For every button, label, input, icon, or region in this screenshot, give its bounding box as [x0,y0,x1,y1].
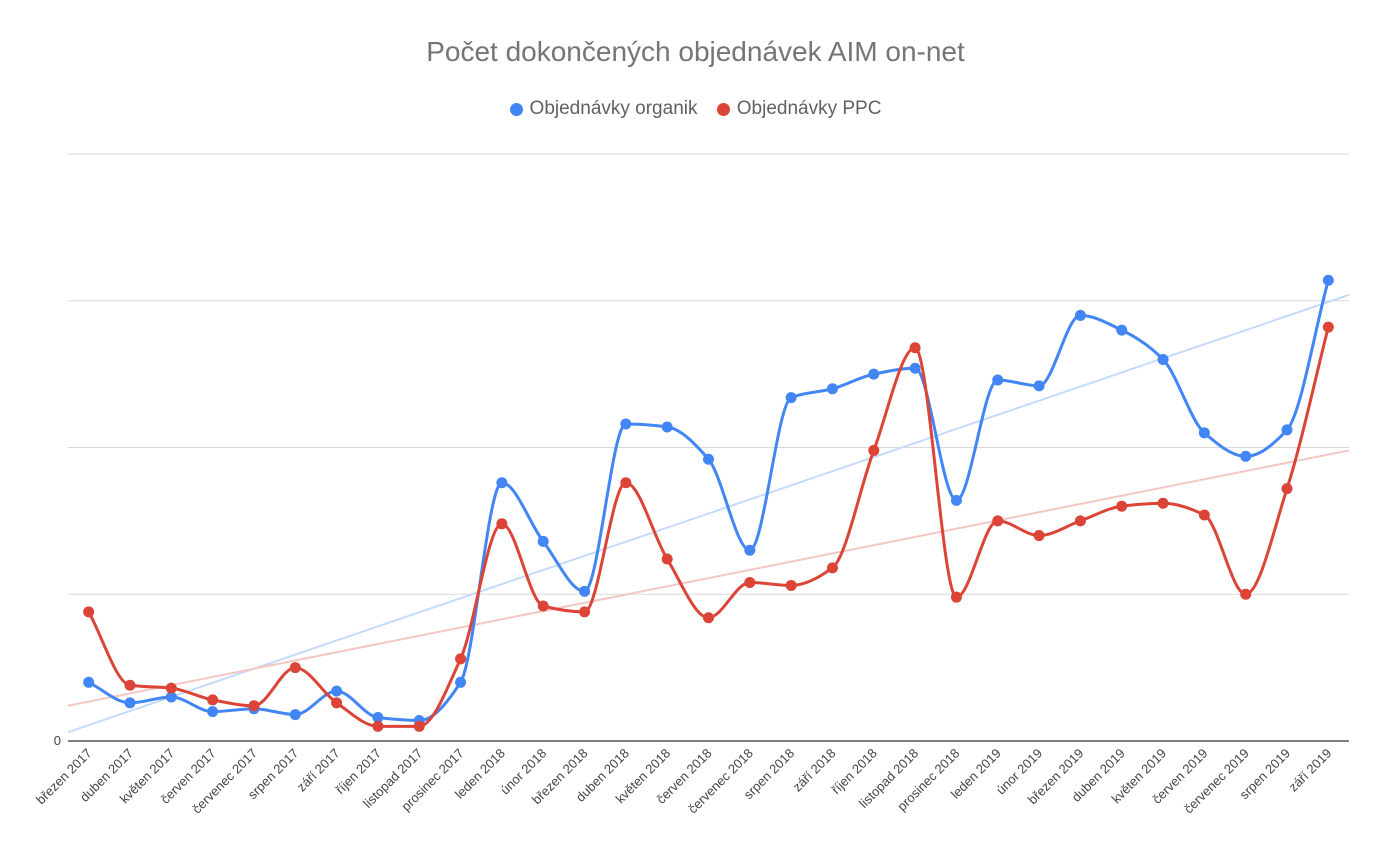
legend-label-ppc: Objednávky PPC [736,98,882,119]
series-line-ppc [87,325,1330,728]
data-points [83,274,1334,732]
data-point-organik [455,676,467,688]
data-point-organik [1116,324,1128,336]
data-point-ppc [1033,530,1045,542]
data-point-ppc [372,720,384,732]
legend-item-organik[interactable]: Objednávky organik [509,98,698,120]
data-point-organik [826,383,838,395]
data-point-ppc [413,720,425,732]
data-point-organik [868,368,880,380]
data-point-organik [703,453,714,465]
data-point-ppc [455,653,467,665]
legend-marker-organik [509,102,523,116]
legend: Objednávky organik Objednávky PPC [0,98,1391,122]
data-point-ppc [909,342,921,354]
data-point-ppc [1157,497,1169,509]
data-point-organik [124,697,136,709]
x-tick-label: září 2019 [1286,746,1335,795]
data-point-organik [744,544,756,556]
y-tick-label: 0 [54,733,61,748]
data-point-organik [1240,450,1252,462]
data-point-organik [372,712,384,724]
data-point-ppc [289,662,301,674]
data-point-ppc [992,515,1004,527]
data-point-organik [1033,380,1045,392]
data-point-organik [661,421,673,433]
data-point-organik [1281,424,1293,436]
data-point-organik [207,706,219,718]
legend-item-ppc[interactable]: Objednávky PPC [716,98,882,120]
legend-marker-ppc [716,102,730,116]
data-point-ppc [207,694,219,706]
data-point-ppc [124,679,136,691]
data-point-ppc [826,562,838,574]
data-point-organik [909,362,921,374]
data-point-ppc [248,700,260,712]
data-point-ppc [1074,515,1086,527]
data-point-organik [785,392,797,404]
data-point-ppc [331,697,343,709]
data-point-organik [1322,274,1334,286]
data-point-ppc [165,682,177,694]
data-point-ppc [785,579,797,591]
data-point-organik [537,535,549,547]
data-point-organik [950,494,962,506]
data-point-organik [496,477,508,489]
data-point-ppc [703,612,714,624]
trendlines [67,293,1350,734]
series-lines [87,278,1330,728]
data-point-organik [83,676,95,688]
data-point-ppc [83,606,95,618]
data-point-organik [331,685,343,697]
data-point-organik [1157,353,1169,365]
data-point-ppc [950,591,962,603]
data-point-organik [1198,427,1210,439]
data-point-ppc [868,444,880,456]
chart-title: Počet dokončených objednávek AIM on-net [426,36,965,67]
data-point-organik [620,418,632,430]
data-point-organik [289,709,301,721]
data-point-ppc [1322,321,1334,333]
trendline-ppc [67,449,1350,707]
data-point-ppc [496,518,508,530]
data-point-organik [165,691,177,703]
data-point-ppc [1281,483,1293,495]
legend-label-organik: Objednávky organik [529,98,698,119]
data-point-ppc [1240,588,1252,600]
data-point-ppc [579,606,591,618]
data-point-organik [579,585,591,597]
data-point-organik [992,374,1004,386]
data-point-organik [1074,309,1086,321]
data-point-ppc [744,577,756,589]
gridlines [68,153,1349,595]
series-line-organik [87,278,1330,722]
data-point-ppc [620,477,632,489]
data-point-ppc [661,553,673,565]
data-point-ppc [1116,500,1128,512]
data-point-ppc [537,600,549,612]
data-point-ppc [1198,509,1210,521]
trendline-organik [67,293,1350,734]
